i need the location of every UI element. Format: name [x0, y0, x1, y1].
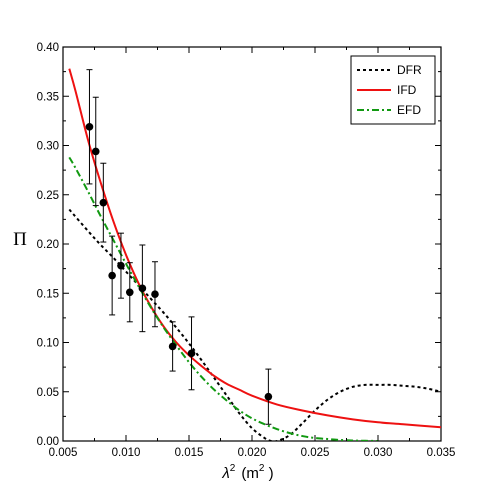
- data-points: [85, 69, 273, 425]
- legend-label-ifd: IFD: [397, 83, 417, 97]
- data-point: [99, 198, 108, 207]
- data-point: [85, 122, 94, 131]
- x-axis-unit-close: ): [264, 465, 273, 482]
- legend: DFR IFD EFD: [350, 55, 436, 125]
- series-line-ifd: [68, 68, 441, 429]
- legend-label-efd: EFD: [397, 103, 421, 117]
- x-tick-label: 0.010: [112, 447, 141, 459]
- y-tick-label: 0.15: [37, 288, 59, 300]
- y-tick-label: 0.25: [37, 190, 59, 202]
- y-tick-label: 0.30: [37, 141, 59, 153]
- x-tick-label: 0.020: [238, 447, 267, 459]
- series-line-dfr: [68, 208, 441, 441]
- series-layer: [68, 68, 441, 441]
- svg-text:λ2(m2 ): λ2 (m2 ): [221, 463, 273, 482]
- x-axis-symbol: λ: [221, 465, 229, 482]
- x-axis-label: λ2 (m2 ): [221, 463, 273, 482]
- data-point: [138, 284, 147, 293]
- data-point: [108, 271, 116, 280]
- y-axis-label: Π: [13, 229, 27, 250]
- x-axis-unit-exponent: 2: [259, 463, 265, 474]
- x-tick-label: 0.030: [364, 447, 393, 459]
- legend-label-dfr: DFR: [397, 63, 422, 77]
- y-tick-label: 0.35: [37, 91, 59, 103]
- y-tick-label: 0.05: [37, 387, 59, 399]
- x-tick-label: 0.025: [301, 447, 330, 459]
- data-point: [117, 261, 125, 270]
- x-tick-label: 0.035: [427, 447, 456, 459]
- data-point: [151, 290, 159, 299]
- y-tick-label: 0.20: [37, 239, 59, 251]
- x-axis-unit: (m: [241, 465, 259, 482]
- data-point: [187, 349, 196, 358]
- x-axis-symbol-exponent: 2: [230, 463, 236, 474]
- data-point: [264, 392, 273, 401]
- x-tick-label: 0.005: [49, 447, 78, 459]
- y-tick-label: 0.40: [37, 42, 59, 54]
- data-point: [125, 288, 134, 297]
- y-tick-label: 0.00: [37, 436, 59, 448]
- axis-ticks: 0.005 0.010 0.015 0.020 0.025 0.030 0.035 0.00 0…: [37, 42, 456, 459]
- data-point: [91, 147, 100, 156]
- series-line-efd: [68, 156, 379, 441]
- data-point: [168, 342, 177, 351]
- x-tick-label: 0.015: [175, 447, 204, 459]
- y-tick-label: 0.10: [37, 338, 59, 350]
